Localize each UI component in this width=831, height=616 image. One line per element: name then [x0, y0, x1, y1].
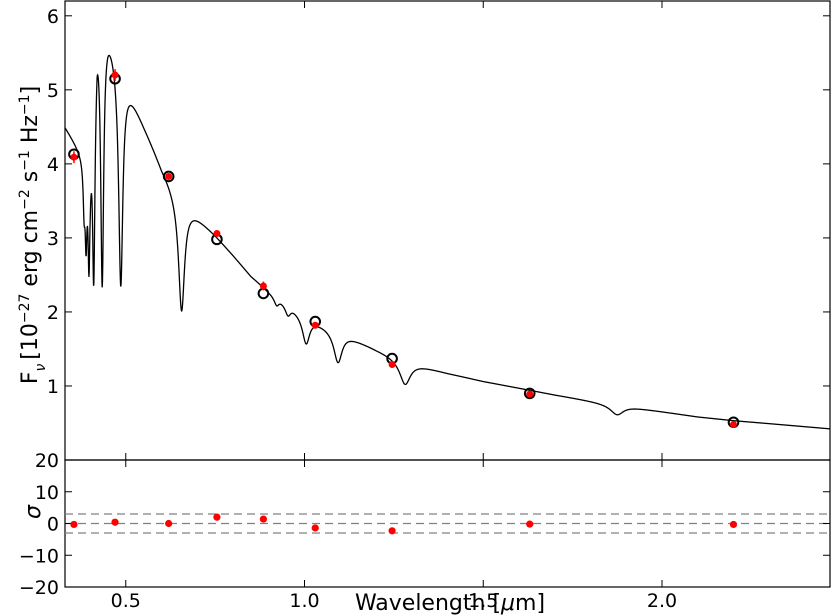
model-photometry-point	[523, 387, 536, 400]
top-y-axis-label: Fν[10−27 erg cm−2 s−1 Hz−1]	[17, 86, 49, 384]
top-y-tick-label: 1	[47, 376, 59, 398]
residual-point	[526, 520, 534, 528]
model-spectrum-line	[64, 54, 831, 430]
bottom-panel: −20 −10 0 10 20 0.5 1.0 1.5 2.0 σ Wavelength [μ…	[19, 450, 831, 616]
bottom-y-tick-label: −10	[19, 545, 59, 567]
top-panel: 1 2 3 4 5 6 Fν[10−27 erg cm−2 s−1 Hz−1]	[17, 0, 831, 461]
bottom-y-axis-label: σ	[21, 504, 46, 519]
observed-photometry-point	[259, 282, 267, 290]
x-tick-label: 1.5	[468, 590, 498, 612]
top-y-tick-label: 2	[47, 302, 59, 324]
top-y-tick-label: 5	[47, 80, 59, 102]
top-x-ticks	[125, 1, 663, 460]
sigma-reference-lines	[65, 513, 830, 534]
x-axis-label: Wavelength [μm]	[355, 591, 545, 616]
bottom-y-tick-label: −20	[19, 577, 59, 599]
residual-point	[111, 518, 119, 526]
observed-photometry-point	[213, 229, 221, 237]
observed-photometry-point	[526, 390, 534, 398]
x-tick-label: 2.0	[647, 590, 677, 612]
top-plot-frame	[64, 0, 831, 461]
residual-point	[388, 527, 396, 535]
bottom-y-tick-label: 0	[47, 514, 59, 536]
residual-point	[259, 515, 267, 523]
model-photometry-point	[162, 170, 175, 183]
top-data-points	[68, 69, 740, 429]
bottom-y-tick-label: 10	[35, 482, 59, 504]
observed-photometry-point	[388, 360, 396, 368]
bottom-x-ticks: 0.5 1.0 1.5 2.0	[111, 460, 677, 612]
bottom-y-tick-label: 20	[35, 450, 59, 472]
residual-point	[729, 520, 738, 529]
observed-photometry-point	[729, 420, 737, 428]
residual-point	[311, 524, 319, 532]
bottom-y-ticks: −20 −10 0 10 20	[19, 450, 830, 599]
residual-point	[165, 519, 173, 528]
residual-point	[70, 520, 78, 529]
top-y-tick-label: 6	[47, 6, 59, 28]
residual-points	[70, 513, 738, 535]
residual-point	[213, 513, 221, 521]
top-y-tick-label: 3	[47, 228, 59, 250]
observed-photometry-point	[311, 321, 319, 329]
top-y-tick-label: 4	[47, 154, 59, 176]
x-tick-label: 0.5	[111, 590, 141, 612]
observed-photometry-point	[165, 172, 173, 180]
top-y-ticks: 1 2 3 4 5 6	[47, 6, 830, 398]
observed-photometry-point	[70, 153, 78, 161]
x-tick-label: 1.0	[289, 590, 319, 612]
observed-photometry-point	[111, 71, 119, 79]
